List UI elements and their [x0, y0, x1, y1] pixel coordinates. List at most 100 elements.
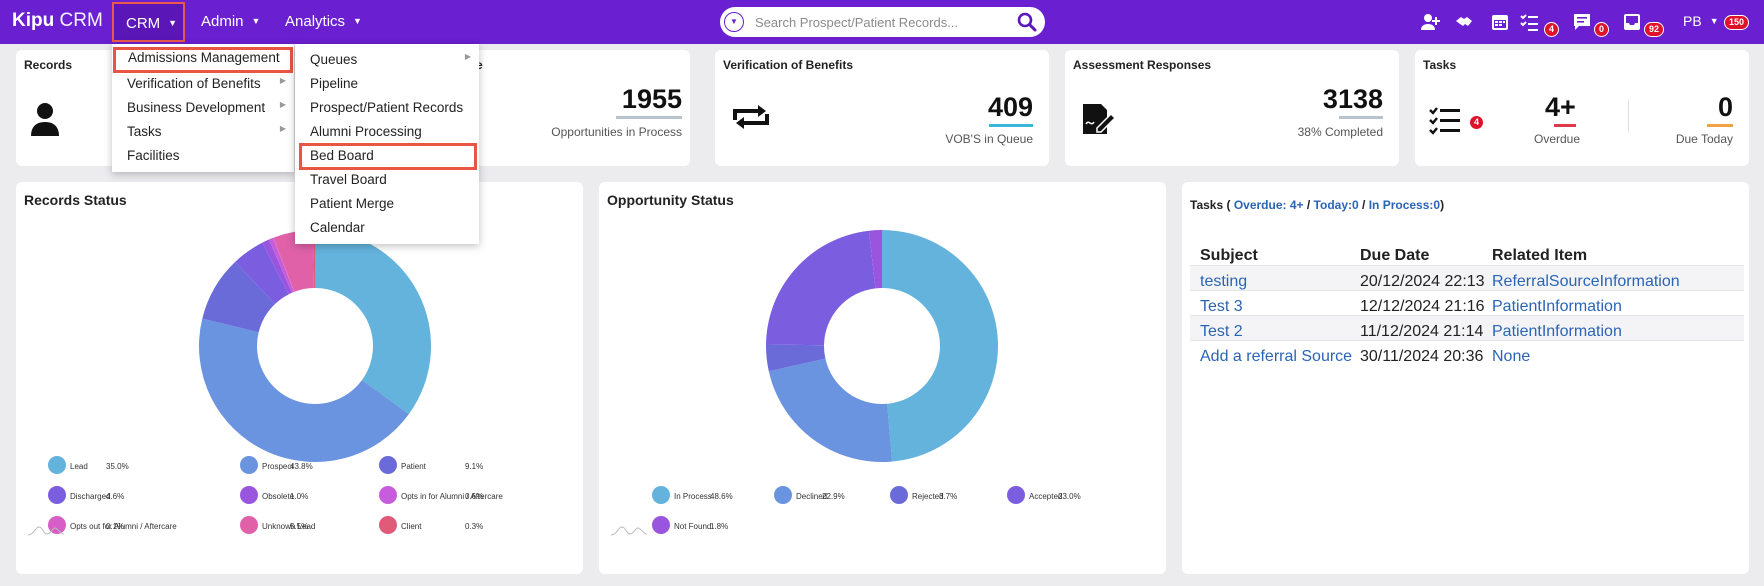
nav-crm-menu[interactable]: CRM ▼	[112, 2, 185, 42]
slice-obsolete[interactable]	[262, 239, 292, 295]
legend-swatch	[48, 456, 66, 474]
menu-item-alumni-processing[interactable]: Alumni Processing	[295, 121, 479, 144]
task-related-link[interactable]: PatientInformation	[1492, 298, 1622, 315]
slice-unknown-lead[interactable]	[273, 230, 314, 292]
menu-item-pipeline[interactable]: Pipeline	[295, 73, 479, 96]
task-due-date: 20/12/2024 22:13	[1360, 273, 1485, 290]
vob-card[interactable]: Verification of Benefits 409 VOB'S in Qu…	[715, 50, 1049, 166]
slice-rejected[interactable]	[766, 344, 826, 372]
messages-badge: 0	[1594, 22, 1610, 37]
legend-swatch	[379, 486, 397, 504]
tasks-due-underline	[1707, 124, 1733, 127]
chevron-right-icon: ▶	[279, 100, 286, 109]
tasks-table-header: Subject Due Date Related Item	[1190, 240, 1744, 265]
table-row: testing 20/12/2024 22:13 ReferralSourceI…	[1190, 265, 1744, 290]
menu-item-admissions-management[interactable]: Admissions Management	[113, 47, 293, 73]
legend-label: Opts in for Alumni / Aftercare	[401, 492, 503, 501]
card-divider	[1628, 100, 1629, 132]
slice-prospect[interactable]	[199, 318, 409, 462]
records-status-donut-chart[interactable]	[199, 230, 431, 462]
legend-label: Unknown Lead	[262, 522, 316, 531]
menu-item-bed-board[interactable]: Bed Board	[299, 143, 477, 170]
nav-crm-label: CRM	[126, 15, 161, 32]
opportunity-status-title: Opportunity Status	[607, 192, 734, 208]
menu-item-prospect-patient-records[interactable]: Prospect/Patient Records	[295, 97, 479, 120]
task-related-link[interactable]: ReferralSourceInformation	[1492, 273, 1680, 290]
tasks-due-label: Due Today	[1675, 132, 1733, 146]
tasks-overdue-link[interactable]: Overdue: 4+	[1233, 198, 1304, 212]
task-list-icon[interactable]	[1520, 12, 1540, 32]
menu-item-label: Prospect/Patient Records	[310, 100, 464, 115]
assessment-card[interactable]: Assessment Responses 3138 38% Completed	[1065, 50, 1399, 166]
slice-discharged[interactable]	[235, 242, 289, 304]
legend-swatch	[1007, 486, 1025, 504]
legend-swatch	[48, 486, 66, 504]
search-icon[interactable]	[1017, 12, 1037, 32]
slice-patient[interactable]	[202, 261, 276, 333]
tasks-overdue-label: Overdue	[1534, 132, 1581, 146]
slice-client[interactable]	[312, 230, 315, 289]
menu-item-label: Admissions Management	[128, 50, 280, 65]
tasks-today-link[interactable]: Today:0	[1313, 198, 1359, 212]
menu-item-business-development[interactable]: Business Development ▶	[112, 97, 294, 120]
slice-opts-out-for-alumni-aftercare[interactable]	[272, 237, 295, 292]
slice-opts-in-for-alumni-aftercare[interactable]	[268, 237, 294, 293]
legend-percent: 0.6%	[465, 492, 484, 501]
user-profile-menu[interactable]: PB ▼	[1683, 13, 1719, 29]
task-list-icon	[1429, 107, 1460, 135]
add-user-icon[interactable]	[1420, 12, 1440, 32]
task-related-link[interactable]: PatientInformation	[1492, 323, 1622, 340]
menu-item-verification-of-benefits[interactable]: Verification of Benefits ▶	[112, 73, 294, 96]
nav-admin-label: Admin	[201, 13, 244, 30]
menu-item-patient-merge[interactable]: Patient Merge	[295, 193, 479, 216]
task-subject-link[interactable]: Test 2	[1200, 323, 1243, 340]
message-icon[interactable]	[1572, 12, 1592, 32]
legend-label: Opts out for Alumni / Aftercare	[70, 522, 177, 531]
legend-swatch	[379, 456, 397, 474]
column-header-due-date[interactable]: Due Date	[1360, 247, 1430, 264]
assessment-label: 38% Completed	[1297, 125, 1383, 139]
handshake-icon[interactable]	[1454, 12, 1474, 32]
slice-declined[interactable]	[768, 358, 893, 462]
tasks-in-process-link[interactable]: In Process:0	[1368, 198, 1441, 212]
legend-percent: 43.8%	[290, 462, 313, 471]
legend-percent: 5.5%	[290, 522, 309, 531]
search-input[interactable]: Search Prospect/Patient Records...	[755, 15, 959, 30]
records-card[interactable]: Records	[16, 50, 116, 166]
opportunity-status-donut-chart[interactable]	[766, 230, 998, 462]
sparkline-icon	[27, 526, 65, 536]
search-scope-dropdown[interactable]: ▼	[724, 12, 744, 32]
slice-not-found[interactable]	[868, 230, 882, 289]
nav-analytics-menu[interactable]: Analytics ▼	[285, 13, 362, 30]
menu-item-travel-board[interactable]: Travel Board	[295, 169, 479, 192]
menu-item-calendar[interactable]: Calendar	[295, 217, 479, 240]
slice-accepted[interactable]	[766, 230, 876, 346]
assessment-card-title: Assessment Responses	[1073, 58, 1212, 72]
inbox-icon[interactable]	[1622, 12, 1642, 32]
legend-label: Declined	[796, 492, 828, 501]
slice-in-process[interactable]	[882, 230, 998, 462]
opportunities-card[interactable]: e 1955 Opportunities in Process	[440, 50, 690, 166]
app-logo[interactable]: Kipu CRM	[12, 10, 103, 32]
task-subject-link[interactable]: testing	[1200, 273, 1248, 290]
nav-admin-menu[interactable]: Admin ▼	[201, 13, 260, 30]
slice-lead[interactable]	[315, 230, 431, 415]
menu-item-queues[interactable]: Queues ▶	[295, 49, 479, 72]
profile-badge: 150	[1724, 15, 1750, 30]
menu-item-label: Patient Merge	[310, 196, 395, 211]
column-header-subject[interactable]: Subject	[1200, 247, 1258, 264]
column-header-related-item[interactable]: Related Item	[1492, 247, 1588, 264]
tasks-panel-title: Tasks ( Overdue: 4+ / Today:0 / In Proce…	[1190, 198, 1444, 212]
caret-down-icon: ▼	[251, 16, 261, 26]
legend-percent: 0.1%	[106, 522, 125, 531]
task-subject-link[interactable]: Add a referral Source	[1200, 348, 1353, 365]
task-subject-link[interactable]: Test 3	[1200, 298, 1243, 315]
task-due-date: 11/12/2024 21:14	[1360, 323, 1484, 340]
task-related-link[interactable]: None	[1492, 348, 1531, 365]
tasks-card[interactable]: Tasks 4 4+ Overdue 0 Due Today	[1415, 50, 1749, 166]
menu-item-facilities[interactable]: Facilities	[112, 145, 294, 168]
vob-value: 409	[987, 92, 1033, 122]
calendar-icon[interactable]	[1490, 12, 1510, 32]
menu-item-tasks[interactable]: Tasks ▶	[112, 121, 294, 144]
legend-swatch	[652, 516, 670, 534]
